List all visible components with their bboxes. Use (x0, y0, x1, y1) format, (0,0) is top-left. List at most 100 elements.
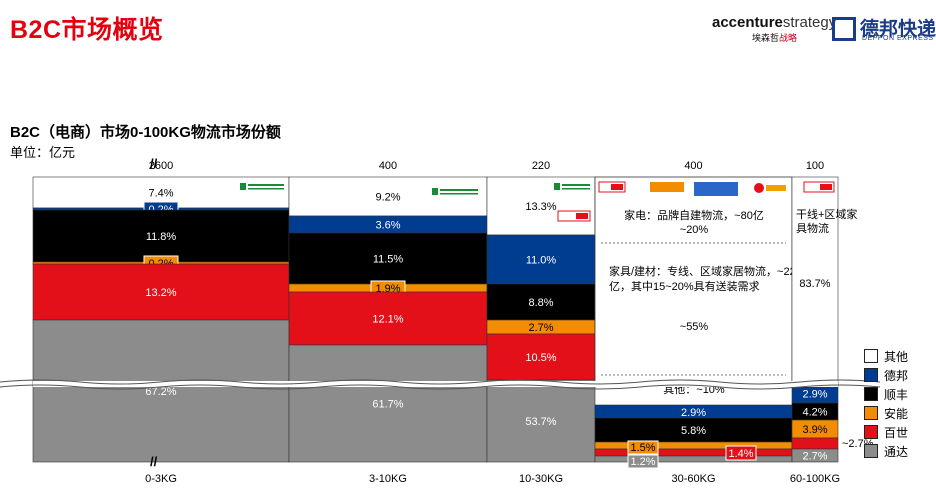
legend-swatch (864, 349, 878, 363)
accenture-logo-subtitle: 埃森哲战略 (752, 33, 798, 43)
bar-60-100KG-通达 (791, 448, 839, 463)
bar-10-30KG-安能-label: 2.7% (528, 322, 553, 334)
bar-60-100KG-通达-label: 2.7% (802, 451, 827, 463)
legend-swatch (864, 406, 878, 420)
legend-label: 顺丰 (884, 388, 909, 402)
bar-30-60KG-百世-label-box (725, 445, 757, 461)
bar-10-30KG-其他 (486, 176, 596, 236)
annto-logo-icon (650, 182, 684, 192)
bar-0-3KG-通达-label: 67.2% (145, 386, 176, 398)
bar-60-100KG-顺丰-label: 4.2% (802, 407, 827, 419)
deppon-logo: 德邦快递 (860, 19, 936, 40)
bar-0-3KG-百世 (32, 263, 290, 321)
column-total-10-30KG: 220 (532, 160, 550, 172)
bar-3-10KG-百世 (288, 291, 488, 346)
best-logo-icon (557, 210, 591, 222)
bar-0-3KG-百世-label: 13.2% (145, 287, 176, 299)
annotation-60-100: 干线+区域家具物流 (796, 207, 857, 235)
best-logo-icon (803, 181, 835, 193)
bar-10-30KG-通达 (486, 379, 596, 463)
bar-10-30KG-百世 (486, 333, 596, 381)
bar-30-60KG-通达 (594, 455, 793, 463)
category-label-10-30KG: 10-30KG (519, 473, 563, 485)
china-post-logo-icon-text (440, 189, 478, 191)
legend-label: 德邦 (884, 369, 909, 383)
bar-10-30KG-百世-label: 10.5% (525, 352, 556, 364)
bar-30-60KG-安能-label-box (627, 440, 659, 455)
bar-3-10KG-通达-label: 61.7% (372, 399, 403, 411)
legend-swatch (864, 425, 878, 439)
bar-60-100KG-德邦-label: 2.9% (802, 389, 827, 401)
jiayun-logo-text (766, 185, 786, 191)
bar-0-3KG-通达 (32, 319, 290, 463)
legend-swatch (864, 444, 878, 458)
bar-30-60KG-安能-label: 1.5% (630, 442, 655, 454)
anxun-logo-icon (694, 182, 738, 196)
legend-swatch (864, 368, 878, 382)
category-label-60-100KG: 60-100KG (790, 473, 840, 485)
bar-10-30KG-顺丰-label: 8.8% (528, 297, 553, 309)
bar-30-60KG-annotations (594, 176, 793, 386)
bar-10-30KG-通达-label: 53.7% (525, 416, 556, 428)
legend-label: 安能 (884, 407, 909, 421)
china-post-logo-icon (240, 183, 246, 190)
axis-break-line-bottom (0, 384, 881, 390)
china-post-logo-icon-text2 (440, 193, 478, 195)
deppon-logo-icon (832, 17, 856, 41)
axis-break-mark-bottom: // (150, 454, 158, 469)
accenture-logo: accenturestrategy (712, 14, 837, 31)
bar-60-100KG-百世 (791, 437, 839, 450)
legend-label: 百世 (884, 426, 909, 440)
best-logo-icon-mark (611, 184, 623, 190)
column-total-30-60KG: 400 (684, 160, 702, 172)
china-post-logo-icon-text2 (562, 188, 590, 190)
bar-30-60KG-德邦-label: 2.9% (681, 407, 706, 419)
chart-title: B2C（电商）市场0-100KG物流市场份额 (10, 124, 281, 141)
bar-30-60KG-通达-label: 1.2% (630, 456, 655, 468)
legend-swatch (864, 387, 878, 401)
axis-break-line-top (0, 379, 881, 385)
china-post-logo-icon (554, 183, 560, 190)
bar-10-30KG-德邦 (486, 234, 596, 285)
china-post-logo-icon-text (248, 184, 284, 186)
bar-3-10KG-顺丰-label: 11.5% (373, 254, 404, 266)
bar-10-30KG-顺丰 (486, 283, 596, 321)
bar-0-3KG-顺丰 (32, 209, 290, 263)
bar-3-10KG-德邦-label: 3.6% (375, 220, 400, 232)
column-total-3-10KG: 400 (379, 160, 397, 172)
bar-30-60KG-百世-label: 1.4% (728, 448, 753, 460)
bar-60-100KG-安能-label: 3.9% (802, 424, 827, 436)
bar-0-3KG-顺丰-label: 11.8% (146, 231, 177, 243)
annotation-appliance: 家电：品牌自建物流，~80亿~20% (624, 208, 764, 236)
bar-10-30KG-德邦-label: 11.0% (526, 255, 557, 267)
bar-60-100KG-其他-label: 83.7% (799, 278, 830, 290)
bar-60-100KG-其他 (791, 176, 839, 385)
annotation-furniture: 家具/建材：专线、区域家居物流，~220 亿，其中15~20%具有送装需求 (609, 264, 802, 293)
unit-label: 单位：亿元 (10, 145, 76, 160)
bar-3-10KG-其他-label: 9.2% (375, 192, 400, 204)
bar-10-30KG-其他-label: 13.3% (525, 201, 556, 213)
column-total-0-3KG: 2600 (149, 160, 173, 172)
legend-label: 其他 (884, 350, 909, 364)
china-post-logo-icon (432, 188, 438, 195)
jiayun-logo-icon (754, 183, 764, 193)
legend-label: 通达 (884, 445, 909, 459)
bar-30-60KG-安能 (594, 441, 793, 450)
bar-3-10KG-通达 (288, 344, 488, 463)
best-logo-icon-mark (820, 184, 832, 190)
bar-3-10KG-顺丰 (288, 232, 488, 285)
annotation-furniture-pct: ~55% (680, 321, 709, 333)
category-label-30-60KG: 30-60KG (671, 473, 715, 485)
deppon-logo-english: DEPPON EXPRESS (862, 35, 934, 42)
axis-break-mark-top: // (150, 156, 158, 171)
category-label-3-10KG: 3-10KG (369, 473, 407, 485)
category-label-0-3KG: 0-3KG (145, 473, 177, 485)
best-logo-icon-mark (576, 213, 588, 219)
china-post-logo-icon-text (562, 184, 590, 186)
column-total-60-100KG: 100 (806, 160, 824, 172)
bar-3-10KG-百世-label: 12.1% (372, 314, 403, 326)
bar-30-60KG-百世 (594, 448, 793, 457)
china-post-logo-icon-text2 (248, 188, 284, 190)
page-title: B2C市场概览 (10, 16, 164, 44)
